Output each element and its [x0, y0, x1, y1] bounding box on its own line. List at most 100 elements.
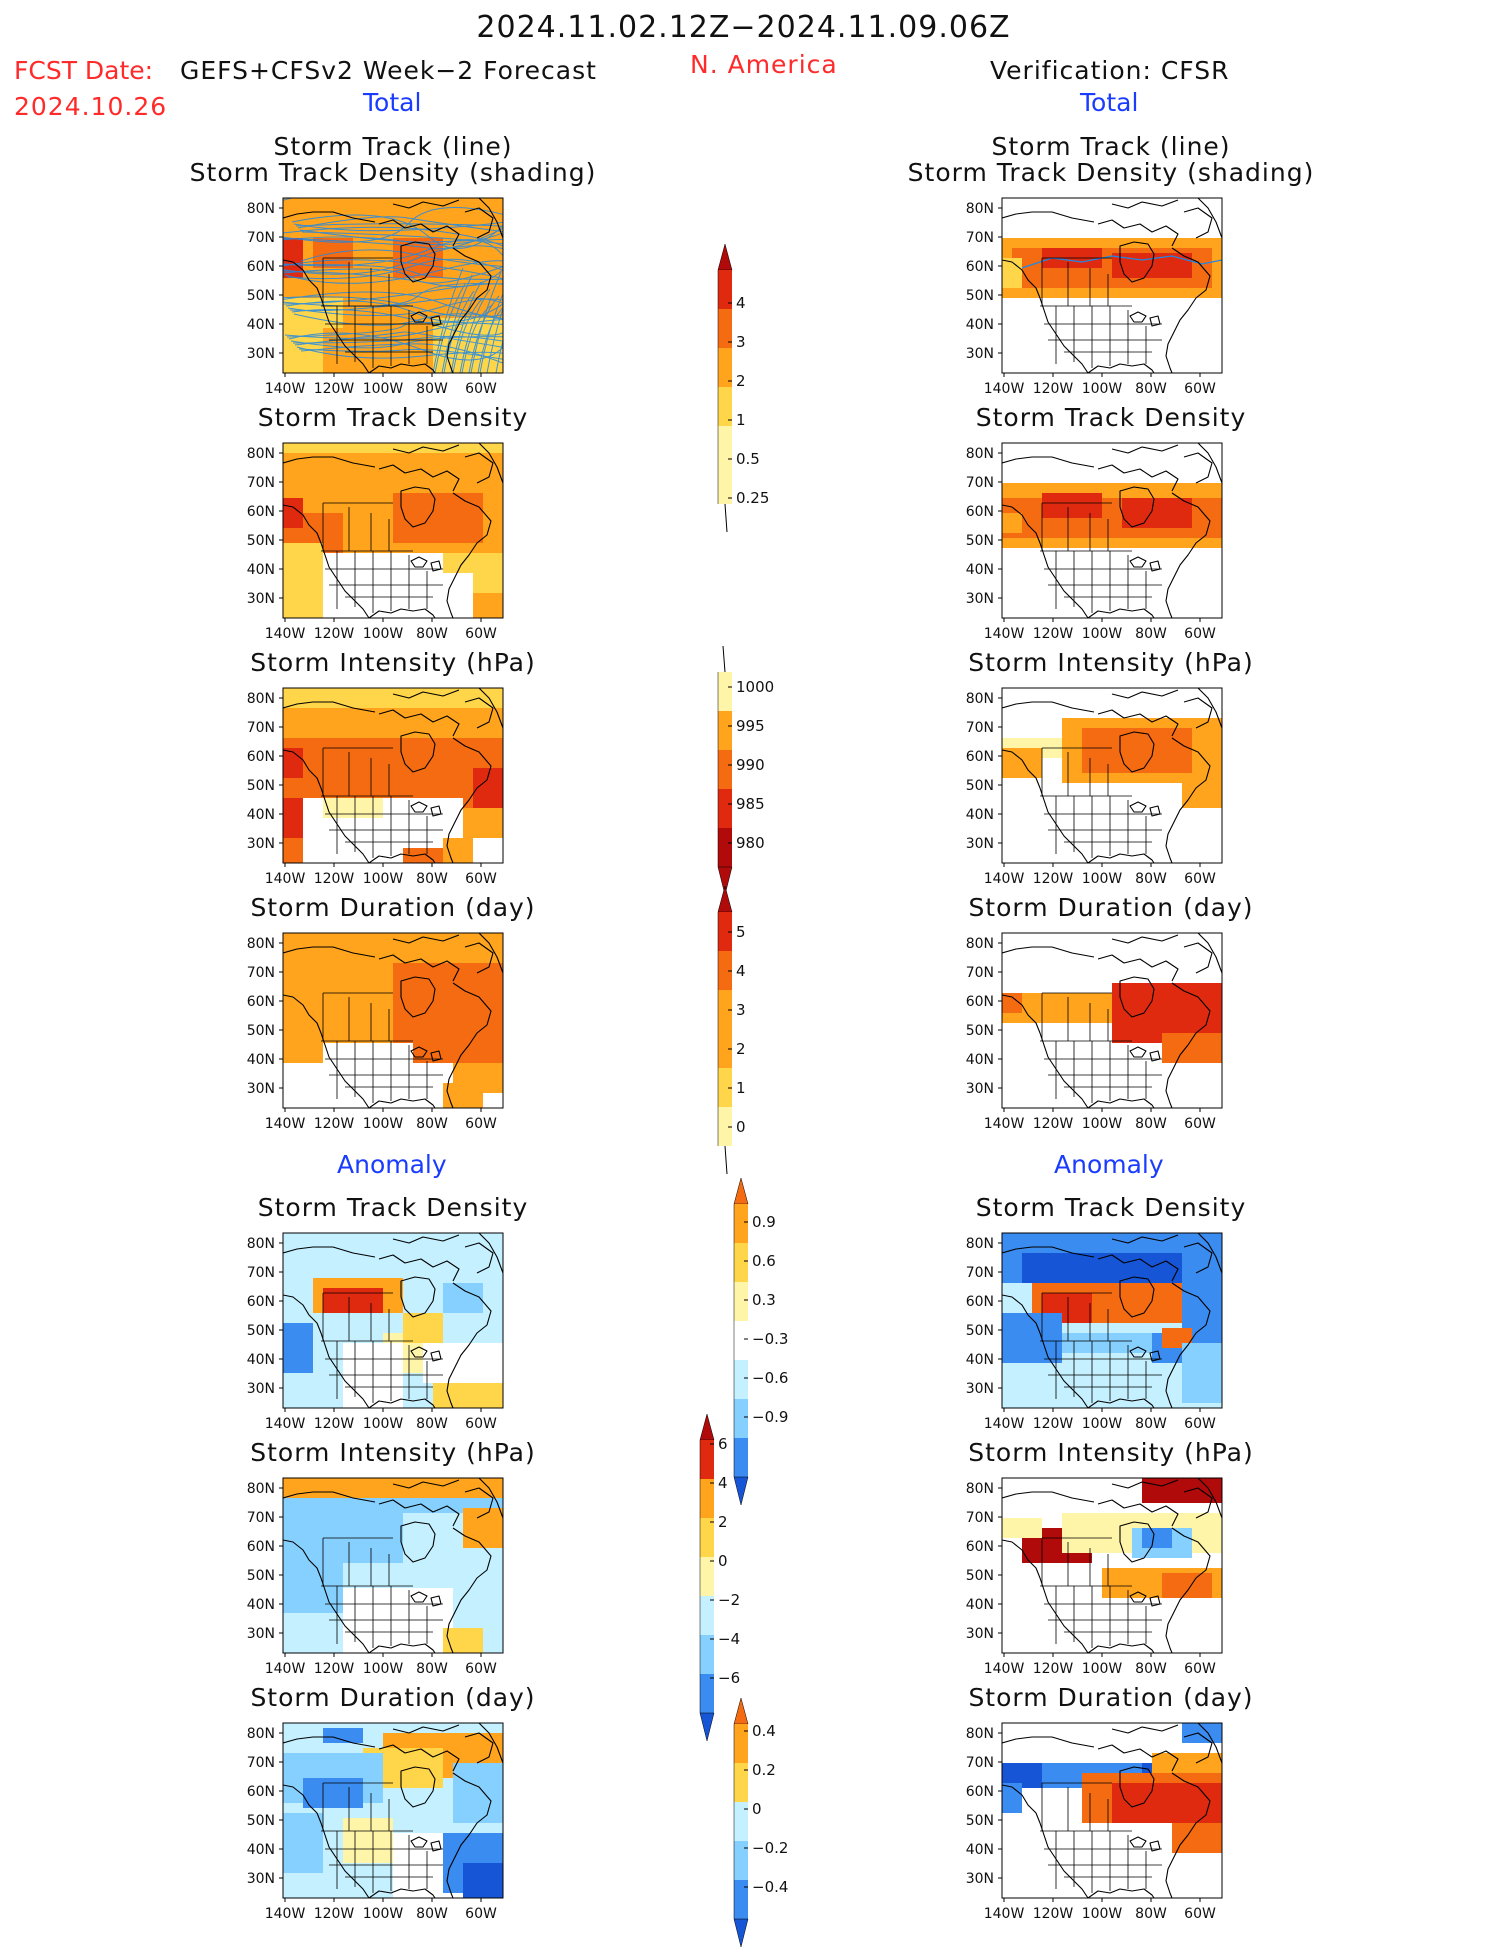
lat-label: 40N — [966, 1842, 994, 1858]
lon-label: 60W — [465, 381, 497, 397]
lon-label: 60W — [465, 626, 497, 642]
lat-label: 30N — [247, 1626, 275, 1642]
lon-label: 140W — [265, 626, 306, 642]
fcst-label: FCST Date: — [14, 56, 154, 85]
title-left-anom-density: Storm Track Density — [257, 1193, 529, 1222]
lon-label: 60W — [1184, 1116, 1216, 1132]
lat-label: 50N — [966, 1323, 994, 1339]
lat-label: 70N — [966, 1510, 994, 1526]
map-panel-r6: 80N 70N 60N 50N 40N 30N 140W 120W 100W 80W 60W — [966, 1477, 1223, 1677]
lon-label: 100W — [1082, 1661, 1123, 1677]
colorbar-label: 2 — [736, 1040, 746, 1058]
colorbar-label: 0.5 — [736, 450, 760, 468]
colorbar-label: −0.6 — [752, 1369, 788, 1387]
lon-label: 140W — [265, 381, 306, 397]
lon-label: 120W — [1033, 626, 1074, 642]
lat-label: 80N — [966, 691, 994, 707]
lon-label: 60W — [1184, 1416, 1216, 1432]
lat-label: 70N — [247, 965, 275, 981]
lon-label: 100W — [1082, 871, 1123, 887]
lon-label: 80W — [416, 381, 448, 397]
lon-label: 100W — [1082, 381, 1123, 397]
lat-label: 40N — [966, 807, 994, 823]
lat-label: 60N — [247, 259, 275, 275]
title-left-density: Storm Track Density — [257, 403, 529, 432]
colorbar-label: 2 — [718, 1513, 728, 1531]
lat-label: 60N — [247, 1294, 275, 1310]
colorbar-label: −6 — [718, 1669, 740, 1687]
section-anomaly-left: Anomaly — [337, 1150, 447, 1179]
title-right-density: Storm Track Density — [975, 403, 1247, 432]
lon-label: 120W — [314, 1661, 355, 1677]
lat-label: 60N — [247, 994, 275, 1010]
lat-label: 50N — [247, 778, 275, 794]
lat-label: 60N — [966, 1784, 994, 1800]
lon-label: 140W — [984, 871, 1025, 887]
lon-label: 60W — [465, 871, 497, 887]
title-left-intensity: Storm Intensity (hPa) — [250, 648, 536, 677]
lon-label: 60W — [1184, 871, 1216, 887]
lon-label: 140W — [265, 1661, 306, 1677]
colorbar-label: 1 — [736, 1079, 746, 1097]
lat-label: 50N — [966, 288, 994, 304]
lon-label: 140W — [984, 1116, 1025, 1132]
lat-label: 50N — [247, 1813, 275, 1829]
lon-label: 60W — [465, 1416, 497, 1432]
lon-label: 80W — [1135, 1906, 1167, 1922]
section-total-right: Total — [1080, 88, 1139, 117]
lat-label: 70N — [247, 1510, 275, 1526]
map-panel-l5: 80N 70N 60N 50N 40N 30N 140W 120W 100W 80W 60W — [247, 1232, 504, 1432]
lat-label: 30N — [247, 1081, 275, 1097]
title-left-track-shading: Storm Track Density (shading) — [189, 158, 597, 187]
lon-label: 120W — [1033, 1116, 1074, 1132]
lat-label: 60N — [966, 994, 994, 1010]
lat-label: 40N — [966, 562, 994, 578]
lat-label: 40N — [966, 1052, 994, 1068]
colorbar-label: −0.4 — [752, 1878, 788, 1896]
colorbar-label: 990 — [736, 756, 765, 774]
lat-label: 70N — [247, 475, 275, 491]
lon-label: 140W — [265, 1116, 306, 1132]
section-total-left: Total — [363, 88, 422, 117]
colorbar-label: −2 — [718, 1591, 740, 1609]
lat-label: 70N — [966, 475, 994, 491]
lat-label: 80N — [247, 201, 275, 217]
title-right-anom-intensity: Storm Intensity (hPa) — [968, 1438, 1254, 1467]
colorbar-label: 0.2 — [752, 1761, 776, 1779]
region-label: N. America — [690, 50, 838, 79]
section-anomaly-right: Anomaly — [1054, 1150, 1164, 1179]
lon-label: 120W — [314, 1116, 355, 1132]
lat-label: 30N — [966, 1626, 994, 1642]
lat-label: 80N — [247, 1481, 275, 1497]
lat-label: 80N — [247, 1726, 275, 1742]
model-name: GEFS+CFSv2 Week−2 Forecast — [180, 56, 597, 85]
lon-label: 100W — [1082, 1116, 1123, 1132]
lat-label: 30N — [966, 591, 994, 607]
lat-label: 80N — [247, 691, 275, 707]
lon-label: 120W — [1033, 1906, 1074, 1922]
lat-label: 50N — [966, 1568, 994, 1584]
lat-label: 60N — [966, 259, 994, 275]
title-right-duration: Storm Duration (day) — [968, 893, 1254, 922]
colorbar-label: 6 — [718, 1435, 728, 1453]
map-panel-r2: 80N 70N 60N 50N 40N 30N 140W 120W 100W 80W 60W — [966, 442, 1223, 642]
colorbar-intensity-total: 1000 995 990 985 980 — [717, 645, 774, 896]
lat-label: 60N — [966, 749, 994, 765]
lat-label: 60N — [247, 1784, 275, 1800]
colorbar-label: 4 — [736, 962, 746, 980]
colorbar-label: −0.3 — [752, 1330, 788, 1348]
lat-label: 40N — [247, 562, 275, 578]
lon-label: 140W — [265, 1906, 306, 1922]
lat-label: 40N — [247, 1052, 275, 1068]
lon-label: 100W — [363, 1116, 404, 1132]
colorbar-label: 0 — [736, 1118, 746, 1136]
colorbar-duration-anom: 0.4 0.2 0 −0.2 −0.4 — [733, 1697, 788, 1948]
colorbar-label: 0.6 — [752, 1252, 776, 1270]
lon-label: 60W — [1184, 626, 1216, 642]
lat-label: 30N — [966, 1081, 994, 1097]
lon-label: 140W — [984, 1661, 1025, 1677]
lon-label: 120W — [314, 1416, 355, 1432]
lon-label: 120W — [314, 1906, 355, 1922]
lat-label: 30N — [247, 591, 275, 607]
colorbar-label: −4 — [718, 1630, 740, 1648]
